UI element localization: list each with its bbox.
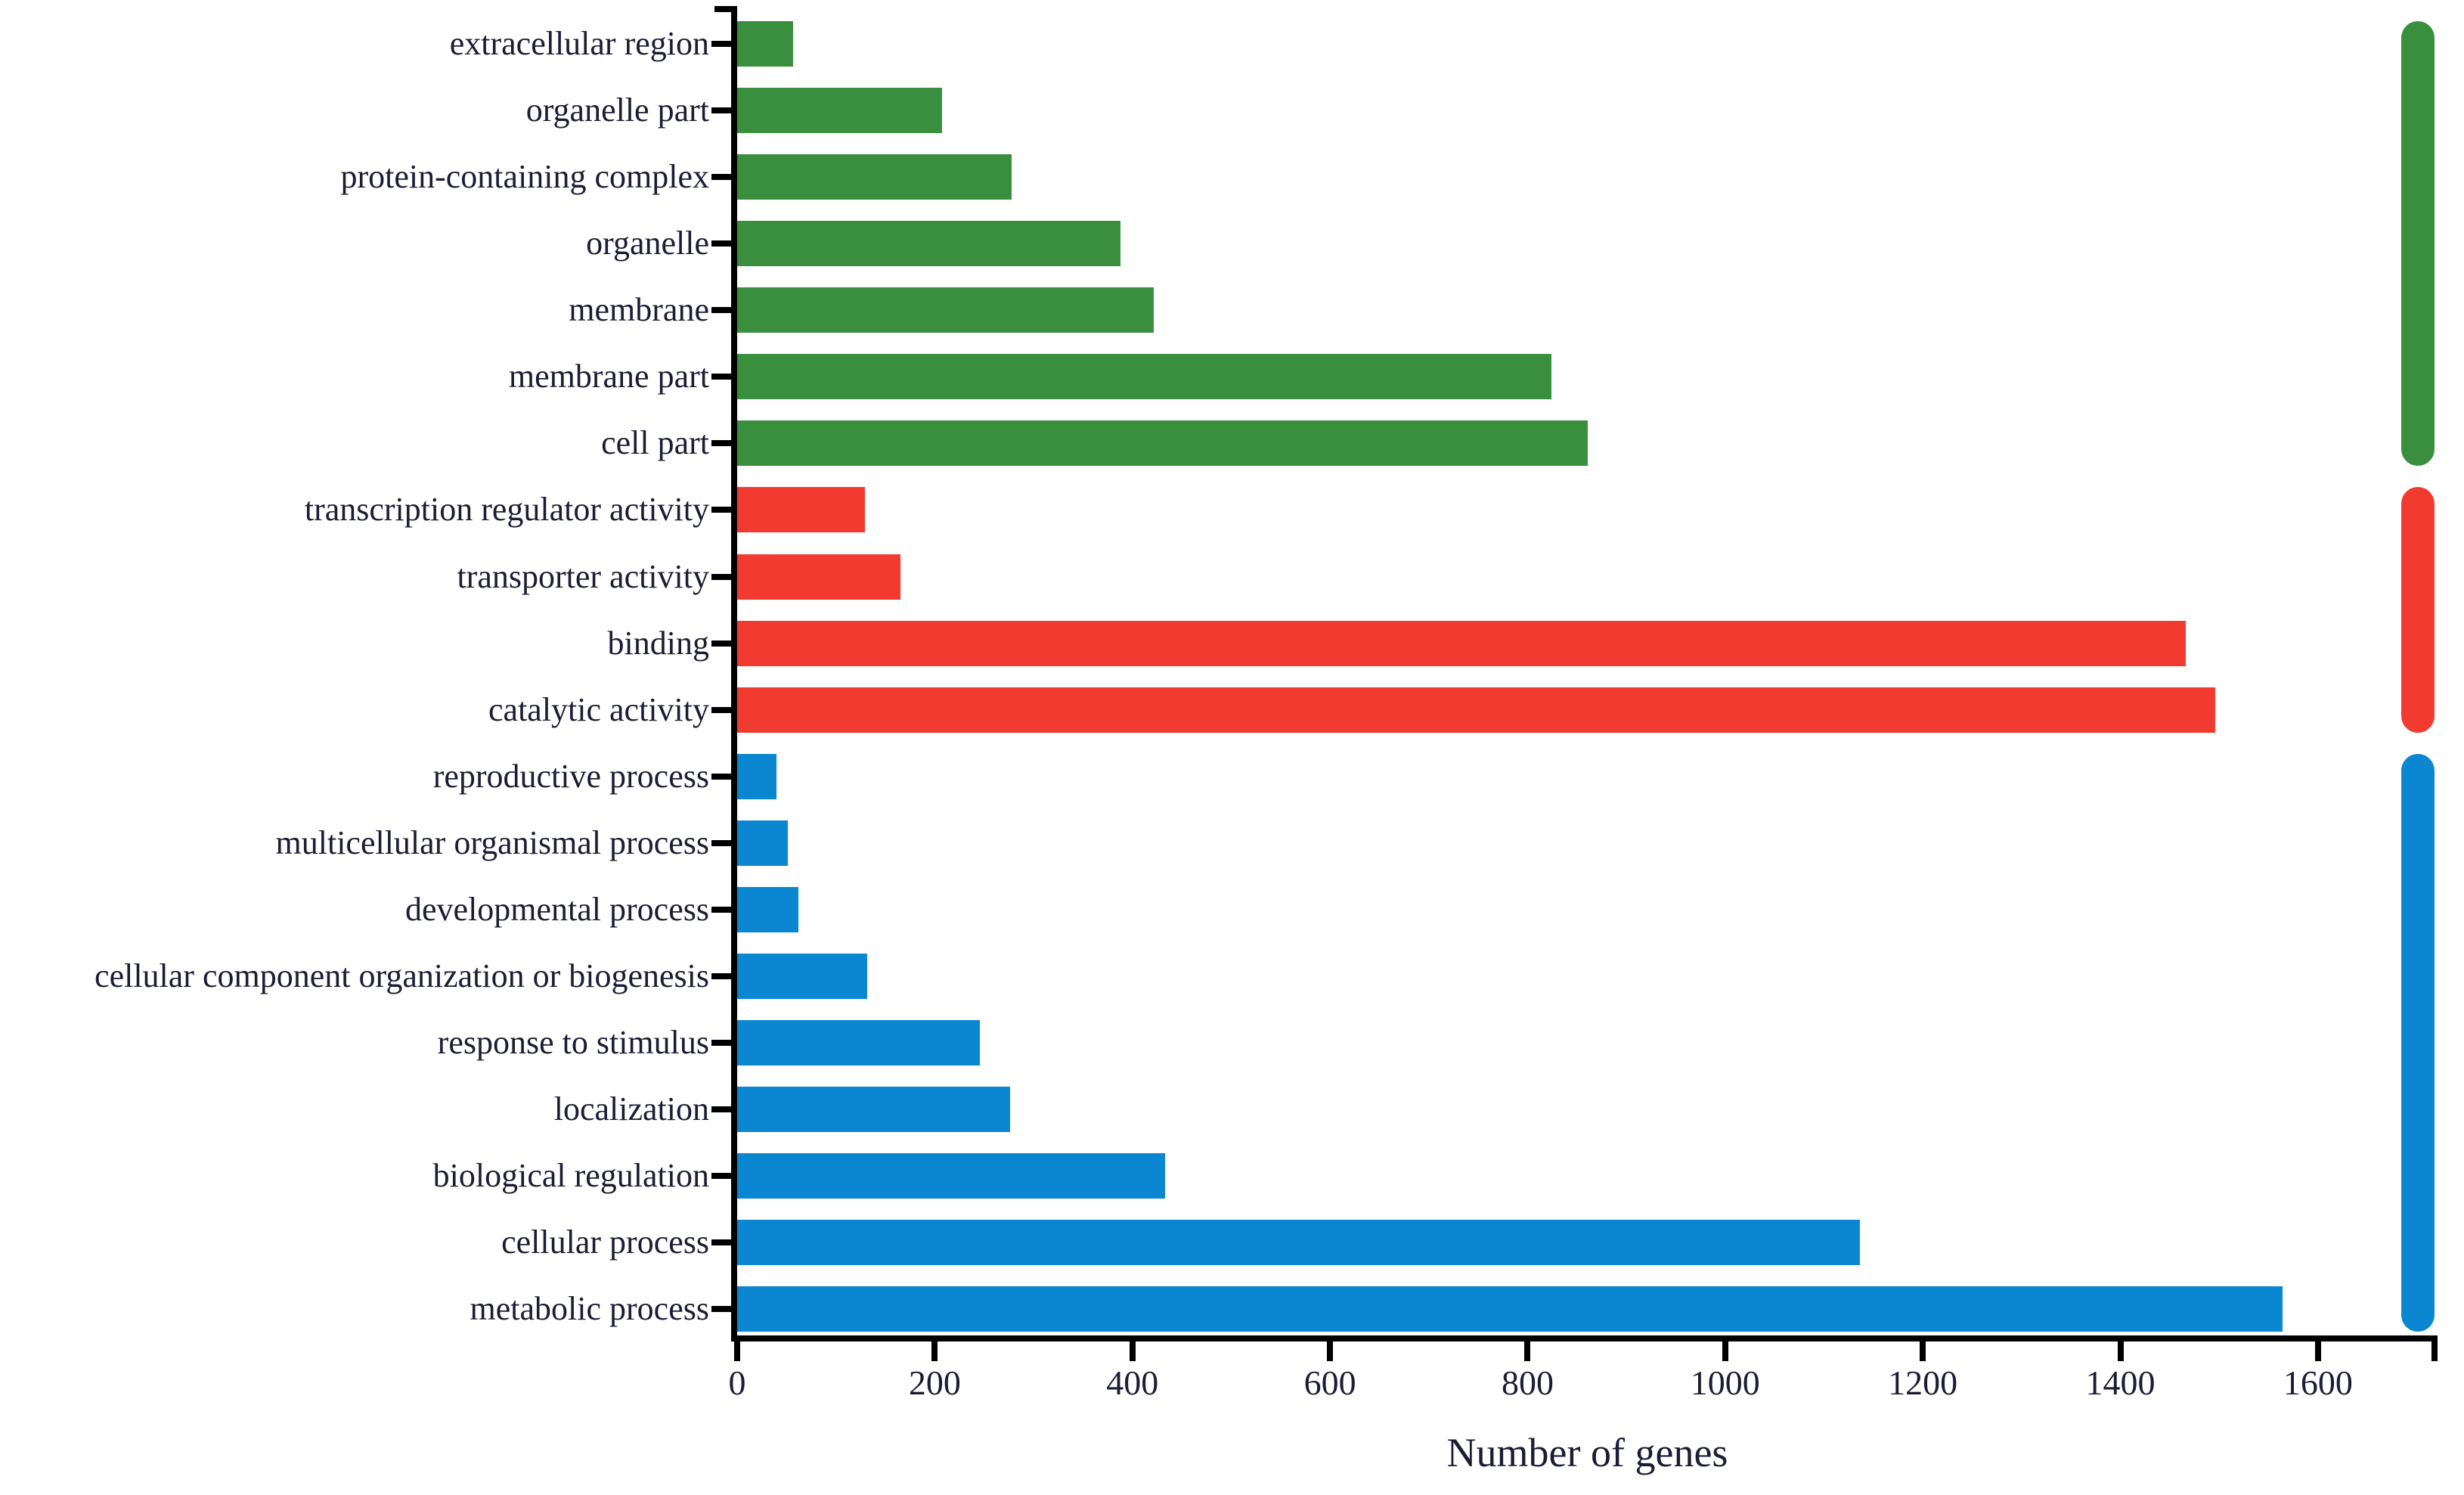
category-label-cellular-component-organization-or-biogenesis: cellular component organization or bioge… xyxy=(95,957,709,994)
bar-transporter-activity xyxy=(737,554,900,600)
y-tick-cell-part xyxy=(711,440,731,447)
y-axis-spine xyxy=(731,6,737,1341)
category-label-organelle: organelle xyxy=(586,225,709,262)
x-tick-label-1600: 1600 xyxy=(2283,1363,2353,1402)
bar-cell-part xyxy=(737,420,1588,467)
y-tick-localization xyxy=(711,1106,731,1113)
y-tick-reproductive-process xyxy=(711,773,731,780)
x-axis-title: Number of genes xyxy=(1446,1430,1728,1475)
x-tick-label-1000: 1000 xyxy=(1690,1363,1760,1402)
bar-cellular-process xyxy=(737,1220,1860,1266)
bar-organelle xyxy=(737,221,1121,267)
y-tick-catalytic-activity xyxy=(711,706,731,713)
bar-metabolic-process xyxy=(737,1286,2283,1332)
category-label-organelle-part: organelle part xyxy=(525,91,709,129)
category-label-response-to-stimulus: response to stimulus xyxy=(437,1024,709,1062)
y-tick-binding xyxy=(711,640,731,647)
x-tick-label-0: 0 xyxy=(728,1363,746,1402)
y-tick-biological-regulation xyxy=(711,1173,731,1180)
bar-membrane-part xyxy=(737,354,1551,400)
category-label-cell-part: cell part xyxy=(601,424,709,462)
y-tick-organelle-part xyxy=(711,107,731,114)
bar-cellular-component-organization-or-biogenesis xyxy=(737,953,868,999)
category-label-binding: binding xyxy=(607,624,709,662)
bar-protein-containing-complex xyxy=(737,154,1012,200)
y-tick-metabolic-process xyxy=(711,1306,731,1313)
x-axis-spine xyxy=(731,1335,2438,1341)
y-tick-developmental-process xyxy=(711,906,731,913)
category-label-biological-regulation: biological regulation xyxy=(432,1157,709,1195)
bar-organelle-part xyxy=(737,88,942,134)
y-tick-protein-containing-complex xyxy=(711,174,731,181)
y-tick-cellular-process xyxy=(711,1239,731,1246)
y-tick-cellular-component-organization-or-biogenesis xyxy=(711,972,731,979)
category-label-extracellular-region: extracellular region xyxy=(449,25,709,62)
category-label-metabolic-process: metabolic process xyxy=(470,1290,709,1328)
x-tick-1000 xyxy=(1722,1341,1728,1361)
category-label-reproductive-process: reproductive process xyxy=(432,757,709,795)
x-tick-1400 xyxy=(2117,1341,2124,1361)
x-tick-1600 xyxy=(2314,1341,2321,1361)
y-tick-response-to-stimulus xyxy=(711,1040,731,1047)
x-tick-label-600: 600 xyxy=(1303,1363,1356,1402)
bar-multicellular-organismal-process xyxy=(737,820,788,866)
x-tick-800 xyxy=(1524,1341,1531,1361)
bar-response-to-stimulus xyxy=(737,1020,981,1066)
category-label-protein-containing-complex: protein-containing complex xyxy=(340,158,709,196)
bar-developmental-process xyxy=(737,886,799,932)
y-tick-multicellular-organismal-process xyxy=(711,839,731,846)
bar-membrane xyxy=(737,287,1155,333)
legend-capsule-group-red xyxy=(2401,487,2435,733)
legend-capsule-group-green xyxy=(2401,21,2435,467)
x-tick-200 xyxy=(931,1341,938,1361)
x-tick-1200 xyxy=(1920,1341,1926,1361)
bar-extracellular-region xyxy=(737,21,794,67)
x-tick-label-1400: 1400 xyxy=(2085,1363,2156,1402)
y-tick-transporter-activity xyxy=(711,573,731,580)
x-tick-label-400: 400 xyxy=(1106,1363,1159,1402)
x-tick-0 xyxy=(734,1341,740,1361)
y-tick-membrane-part xyxy=(711,374,731,380)
category-label-developmental-process: developmental process xyxy=(405,890,709,928)
y-axis-end-tick xyxy=(714,6,731,12)
x-axis-end-tick xyxy=(2431,1341,2438,1361)
y-tick-extracellular-region xyxy=(711,41,731,47)
bar-localization xyxy=(737,1087,1010,1133)
x-tick-600 xyxy=(1327,1341,1334,1361)
legend-capsule-group-blue xyxy=(2401,753,2435,1332)
category-label-transcription-regulator-activity: transcription regulator activity xyxy=(304,491,709,529)
bar-catalytic-activity xyxy=(737,687,2215,733)
x-tick-label-200: 200 xyxy=(908,1363,961,1402)
y-tick-organelle xyxy=(711,240,731,247)
y-tick-transcription-regulator-activity xyxy=(711,507,731,513)
category-label-catalytic-activity: catalytic activity xyxy=(488,690,709,728)
category-label-membrane-part: membrane part xyxy=(508,358,709,395)
bar-transcription-regulator-activity xyxy=(737,487,865,533)
bar-binding xyxy=(737,620,2186,666)
category-label-transporter-activity: transporter activity xyxy=(457,557,709,595)
x-tick-label-800: 800 xyxy=(1501,1363,1554,1402)
x-tick-label-1200: 1200 xyxy=(1888,1363,1958,1402)
category-label-multicellular-organismal-process: multicellular organismal process xyxy=(275,823,709,861)
bar-reproductive-process xyxy=(737,753,777,799)
category-label-membrane: membrane xyxy=(569,291,709,329)
category-label-localization: localization xyxy=(553,1090,709,1128)
category-label-cellular-process: cellular process xyxy=(501,1224,709,1261)
bar-biological-regulation xyxy=(737,1153,1165,1199)
y-tick-membrane xyxy=(711,307,731,314)
x-tick-400 xyxy=(1129,1341,1136,1361)
